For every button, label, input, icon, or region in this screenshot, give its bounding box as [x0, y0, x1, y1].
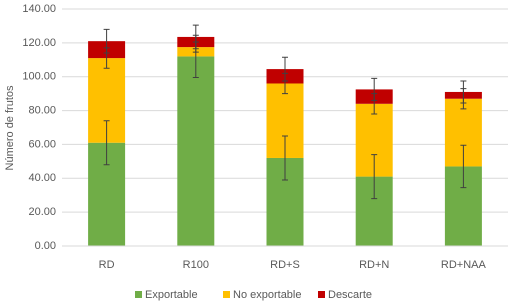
bar-segment: [177, 56, 215, 247]
error-bar: [282, 135, 288, 181]
legend-label: No exportable: [233, 289, 302, 301]
error-bar: [460, 80, 467, 104]
legend-swatch: [318, 291, 325, 298]
y-tick-label: 20.00: [28, 206, 56, 218]
y-tick-label: 100.00: [22, 71, 56, 83]
y-axis-label: Número de frutos: [4, 85, 16, 170]
x-tick-label: RD+S: [270, 259, 300, 271]
error-bar: [460, 144, 467, 189]
error-bar: [103, 28, 110, 54]
x-tick-label: R100: [183, 259, 209, 271]
y-tick-label: 60.00: [28, 138, 56, 150]
error-bar: [282, 56, 288, 82]
y-tick-label: 0.00: [35, 240, 56, 252]
error-bar: [192, 24, 199, 50]
y-tick-label: 140.00: [22, 3, 56, 15]
x-tick-label: RD+NAA: [441, 259, 487, 271]
error-bar: [371, 77, 378, 101]
legend-label: Exportable: [145, 289, 198, 301]
legend-label: Descarte: [328, 289, 372, 301]
error-bar: [371, 154, 378, 200]
legend-swatch: [223, 291, 230, 298]
legend-swatch: [135, 291, 142, 298]
y-tick-label: 40.00: [28, 172, 56, 184]
error-bar: [103, 120, 110, 166]
x-tick-label: RD: [99, 259, 115, 271]
y-tick-label: 80.00: [28, 104, 56, 116]
x-tick-label: RD+N: [359, 259, 389, 271]
y-tick-label: 120.00: [22, 37, 56, 49]
